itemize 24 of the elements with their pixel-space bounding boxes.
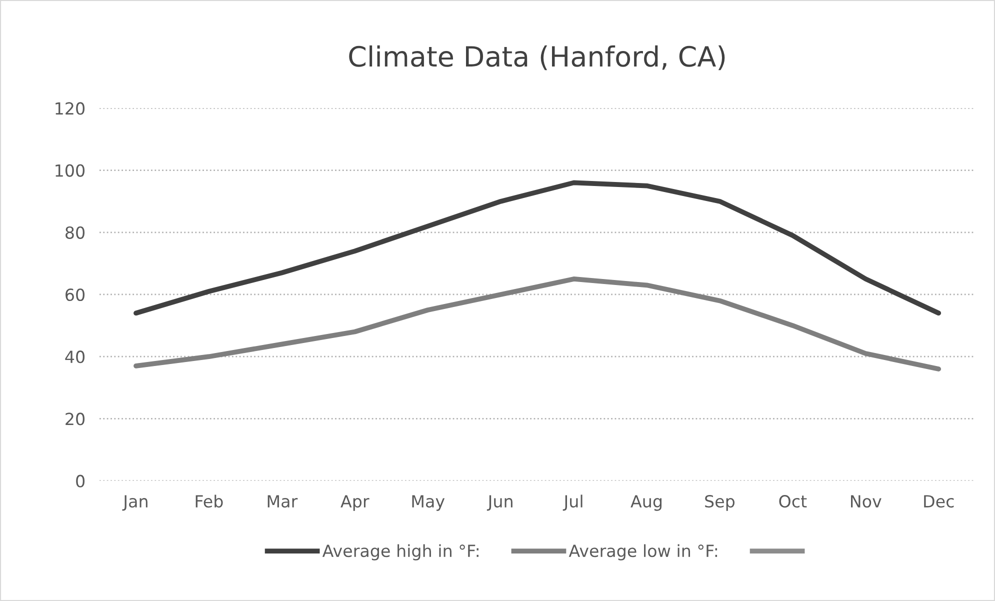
x-tick-label: May bbox=[412, 495, 445, 511]
y-tick-label: 60 bbox=[66, 288, 85, 302]
y-tick-label: 100 bbox=[56, 164, 85, 177]
x-tick-label: Aug bbox=[630, 495, 662, 511]
legend-label: Average low in °F: bbox=[568, 544, 718, 560]
y-tick-label: 0 bbox=[76, 474, 85, 488]
legend-label: Average high in °F: bbox=[322, 544, 478, 560]
line-series bbox=[134, 180, 942, 316]
x-tick-label: Mar bbox=[268, 495, 298, 508]
x-tick-label: Jul bbox=[562, 494, 582, 511]
y-tick-label: 40 bbox=[65, 350, 85, 364]
x-tick-label: Sep bbox=[705, 494, 735, 511]
y-tick-label: 120 bbox=[56, 102, 85, 115]
y-tick-label: 80 bbox=[66, 226, 85, 239]
x-tick-label: Dec bbox=[924, 495, 954, 508]
x-tick-label: Jan bbox=[122, 495, 148, 511]
chart-title: Climate Data (Hanford, CA) bbox=[349, 45, 725, 70]
line-series bbox=[134, 276, 942, 372]
x-tick-label: Jun bbox=[486, 495, 512, 511]
x-tick-label: Oct bbox=[779, 494, 807, 508]
x-tick-label: Apr bbox=[340, 495, 370, 511]
x-tick-label: Feb bbox=[196, 494, 223, 508]
x-tick-label: Nov bbox=[851, 495, 882, 508]
y-tick-label: 20 bbox=[66, 412, 85, 426]
